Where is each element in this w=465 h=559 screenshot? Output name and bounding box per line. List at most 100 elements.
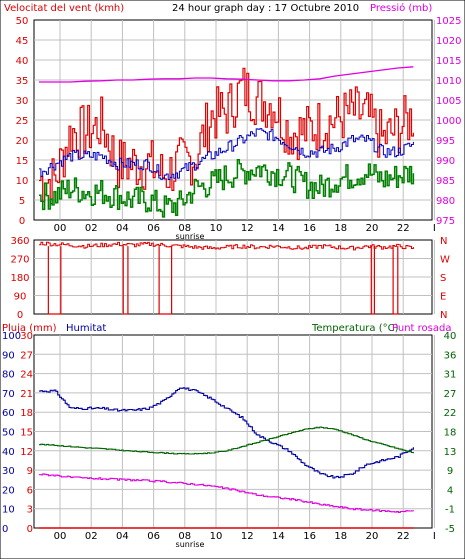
wind-tick-label: 35 <box>16 76 29 87</box>
wind-x-tick-label: 02 <box>85 223 98 234</box>
humidity-tick-label: 0 <box>2 524 8 535</box>
calm-drop-mark <box>47 246 62 315</box>
pressure-tick-label: 985 <box>436 176 455 187</box>
pressure-tick-label: 975 <box>436 216 455 227</box>
temperature-series <box>39 426 414 455</box>
temp-x-tick-label: 14 <box>272 531 285 542</box>
temp-tick-label: 36 <box>444 350 457 361</box>
dewpoint-axis-label: Punt rosada <box>392 323 451 334</box>
humidity-tick-label: 10 <box>2 505 15 516</box>
wind-tick-label: 50 <box>16 16 29 27</box>
temp-x-tick-label: 18 <box>334 531 347 542</box>
temp-tick-label: 40 <box>444 331 457 342</box>
humidity-tick-label: 100 <box>2 331 21 342</box>
pressure-tick-label: 995 <box>436 136 455 147</box>
direction-tick-label: 90 <box>14 292 27 303</box>
tick-label-layer: 0510152025303540455097598098599099510001… <box>2 16 461 549</box>
pressure-tick-label: 1015 <box>436 56 461 67</box>
wind-tick-label: 30 <box>16 96 29 107</box>
rain-tick-label: 24 <box>20 370 33 381</box>
compass-tick-label: N <box>440 236 447 247</box>
sunrise-label-top: sunrise <box>176 232 205 241</box>
pressure-tick-label: 1010 <box>436 76 461 87</box>
sunrise-label-bottom: sunrise <box>176 540 205 549</box>
humidity-tick-label: 40 <box>2 447 15 458</box>
temperature-axis-label: Temperatura (°C) <box>311 323 399 334</box>
temp-tick-label: 4 <box>447 485 453 496</box>
compass-tick-label: N <box>440 310 447 321</box>
wind-axis-label: Velocitat del vent (kmh) <box>4 3 124 14</box>
rain-tick-label: 3 <box>27 505 33 516</box>
wind-tick-label: 10 <box>16 176 29 187</box>
humidity-tick-label: 20 <box>2 485 15 496</box>
min-wind-series <box>39 159 415 218</box>
calm-drop-mark <box>122 246 129 315</box>
direction-tick-label: 180 <box>10 273 29 284</box>
series-layer <box>39 66 415 529</box>
calm-drop-mark <box>370 246 375 315</box>
calm-drop-mark <box>392 246 399 315</box>
temp-tick-label: 9 <box>447 466 453 477</box>
temp-tick-label: 22 <box>444 408 457 419</box>
wind-tick-label: 5 <box>19 196 25 207</box>
temp-tick-label: 31 <box>444 370 457 381</box>
wind-x-tick-label: 20 <box>366 223 379 234</box>
temp-x-tick-label: 22 <box>397 531 410 542</box>
pressure-tick-label: 990 <box>436 156 455 167</box>
pressure-series <box>39 66 414 83</box>
direction-tick-label: 0 <box>17 310 23 321</box>
direction-series <box>39 241 414 251</box>
humidity-tick-label: 70 <box>2 389 15 400</box>
pressure-tick-label: 1025 <box>436 16 461 27</box>
wind-x-tick-label: 10 <box>210 223 223 234</box>
compass-tick-label: E <box>440 292 446 303</box>
rain-tick-label: 27 <box>20 350 33 361</box>
humidity-series <box>39 387 414 479</box>
rain-tick-label: 0 <box>27 524 33 535</box>
humidity-tick-label: 30 <box>2 466 15 477</box>
humidity-axis-label: Humitat <box>66 323 106 334</box>
wind-tick-label: 45 <box>16 36 29 47</box>
wind-x-tick-label: 06 <box>147 223 160 234</box>
wind-x-tick-label: 22 <box>397 223 410 234</box>
temp-tick-label: 13 <box>444 447 457 458</box>
humidity-tick-label: 90 <box>2 350 15 361</box>
rain-tick-label: 9 <box>27 466 33 477</box>
rain-tick-label: 30 <box>20 331 33 342</box>
pressure-tick-label: 1005 <box>436 96 461 107</box>
rain-axis-label: Pluja (mm) <box>2 323 57 334</box>
wind-x-tick-label: 08 <box>178 223 191 234</box>
direction-tick-label: 270 <box>10 255 29 266</box>
rain-tick-label: 6 <box>27 485 33 496</box>
chart-title: 24 hour graph day : 17 Octubre 2010 <box>172 3 359 14</box>
temp-x-tick-label: 04 <box>116 531 129 542</box>
pressure-tick-label: 980 <box>436 196 455 207</box>
humidity-tick-label: 80 <box>2 370 15 381</box>
temp-x-tick-label: 20 <box>366 531 379 542</box>
direction-tick-label: 360 <box>10 236 29 247</box>
wind-x-tick-label: 04 <box>116 223 129 234</box>
temp-x-tick-label: 00 <box>54 531 67 542</box>
wind-x-tick-label: 00 <box>54 223 67 234</box>
temp-tick-label: -1 <box>445 505 455 516</box>
rain-tick-label: 12 <box>20 447 33 458</box>
temp-tick-label: 27 <box>444 389 457 400</box>
wind-tick-label: 15 <box>16 156 29 167</box>
gust-series <box>39 67 414 205</box>
pressure-tick-label: 1020 <box>436 36 461 47</box>
wind-x-tick-label: 16 <box>303 223 316 234</box>
pressure-axis-label: Pressió (mb) <box>370 2 432 14</box>
wind-x-tick-label: 12 <box>241 223 254 234</box>
temp-x-tick-label: 12 <box>241 531 254 542</box>
avg-wind-series <box>39 128 414 180</box>
calm-drop-mark <box>158 246 173 315</box>
temp-x-tick-label: 10 <box>210 531 223 542</box>
temp-x-tick-label: 06 <box>147 531 160 542</box>
wind-tick-label: 25 <box>16 116 29 127</box>
compass-tick-label: W <box>440 255 450 266</box>
wind-x-tick-label: I <box>433 223 436 234</box>
temp-x-tick-label: I <box>433 531 436 542</box>
rain-tick-label: 21 <box>20 389 33 400</box>
temp-x-tick-label: 02 <box>85 531 98 542</box>
